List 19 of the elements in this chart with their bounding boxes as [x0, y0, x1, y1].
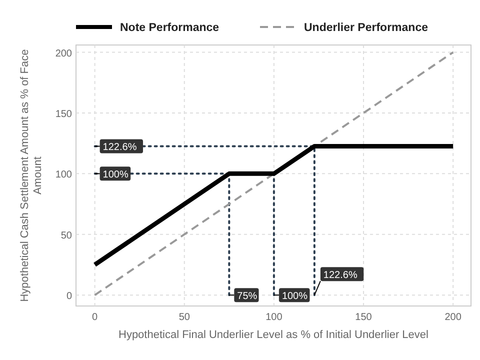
annotation: 122.6%: [102, 142, 137, 154]
y-tick-label: 150: [55, 108, 72, 120]
x-tick-label: 100: [266, 312, 283, 323]
y-axis-title: Hypothetical Cash Settlement Amount as % of Face Amount: [19, 49, 44, 302]
annotation: 122.6%: [323, 270, 358, 282]
annotation: 100%: [282, 291, 308, 302]
y-tick-label: 100: [55, 170, 72, 181]
y-tick-label: 0: [66, 291, 72, 302]
y-tick-label: 50: [60, 230, 72, 242]
legend-label: Underlier Performance: [304, 22, 428, 34]
x-tick-label: 0: [92, 312, 98, 323]
x-tick-label: 150: [355, 312, 372, 323]
y-tick-label: 200: [55, 48, 72, 60]
x-tick-label: 50: [178, 312, 190, 323]
legend-label: Note Performance: [120, 22, 220, 34]
annotation: 100%: [102, 170, 128, 181]
annotation: 75%: [237, 291, 258, 302]
x-axis-title: Hypothetical Final Underlier Level as % of Initial Underlier Level: [118, 329, 428, 341]
x-tick-label: 200: [444, 312, 462, 323]
